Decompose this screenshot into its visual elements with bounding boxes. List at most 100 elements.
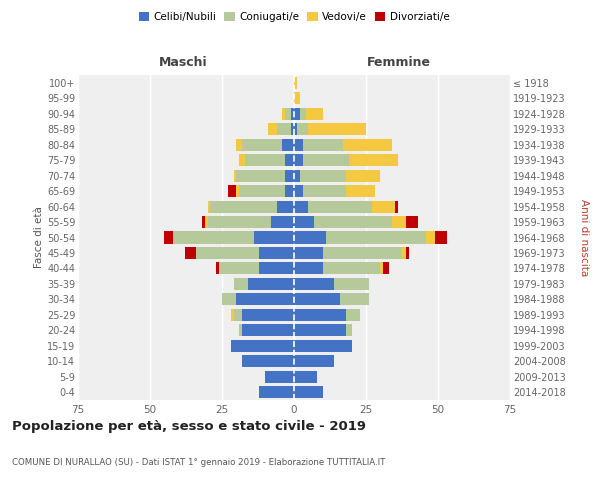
Bar [401,247,406,259]
Bar [340,294,369,306]
Bar [236,138,242,150]
Bar [233,170,236,181]
Bar [300,170,346,181]
Bar [294,123,297,135]
Bar [395,200,398,212]
Bar [239,185,286,197]
Bar [259,386,294,398]
Y-axis label: Fasce di età: Fasce di età [34,206,44,268]
Bar [242,309,294,321]
Bar [406,247,409,259]
Bar [196,247,259,259]
Bar [265,371,294,383]
Bar [294,216,314,228]
Bar [308,200,372,212]
Bar [294,154,302,166]
Bar [286,170,294,181]
Bar [314,216,392,228]
Bar [294,324,346,336]
Bar [291,108,294,120]
Bar [259,262,294,274]
Bar [294,108,300,120]
Bar [294,294,340,306]
Bar [427,232,435,243]
Bar [323,262,380,274]
Bar [277,123,291,135]
Bar [383,262,389,274]
Bar [346,170,380,181]
Bar [233,278,248,290]
Bar [305,108,323,120]
Bar [297,123,308,135]
Bar [300,108,305,120]
Bar [219,262,259,274]
Text: Maschi: Maschi [158,56,208,69]
Bar [346,324,352,336]
Bar [164,232,173,243]
Bar [294,247,323,259]
Bar [326,232,427,243]
Bar [294,340,352,352]
Y-axis label: Anni di nascita: Anni di nascita [580,199,589,276]
Bar [286,185,294,197]
Bar [283,108,286,120]
Bar [372,200,395,212]
Bar [380,262,383,274]
Bar [294,92,300,104]
Bar [346,309,360,321]
Text: Popolazione per età, sesso e stato civile - 2019: Popolazione per età, sesso e stato civil… [12,420,366,433]
Bar [323,247,401,259]
Bar [248,278,294,290]
Text: COMUNE DI NURALLAO (SU) - Dati ISTAT 1° gennaio 2019 - Elaborazione TUTTITALIA.I: COMUNE DI NURALLAO (SU) - Dati ISTAT 1° … [12,458,385,467]
Bar [294,185,302,197]
Bar [349,154,398,166]
Bar [242,324,294,336]
Bar [259,247,294,259]
Bar [254,232,294,243]
Bar [230,340,294,352]
Bar [302,185,346,197]
Bar [406,216,418,228]
Bar [302,154,349,166]
Bar [294,76,297,89]
Bar [236,294,294,306]
Bar [392,216,406,228]
Bar [294,170,300,181]
Bar [202,216,205,228]
Bar [308,123,366,135]
Bar [205,216,208,228]
Bar [343,138,392,150]
Bar [236,185,239,197]
Bar [216,262,219,274]
Bar [294,232,326,243]
Bar [294,356,334,368]
Bar [283,138,294,150]
Legend: Celibi/Nubili, Coniugati/e, Vedovi/e, Divorziati/e: Celibi/Nubili, Coniugati/e, Vedovi/e, Di… [134,8,454,26]
Bar [294,200,308,212]
Bar [291,123,294,135]
Bar [242,138,283,150]
Bar [228,185,236,197]
Bar [233,309,242,321]
Bar [286,154,294,166]
Bar [271,216,294,228]
Bar [294,309,346,321]
Bar [208,200,211,212]
Bar [173,232,254,243]
Bar [268,123,277,135]
Bar [334,278,369,290]
Bar [286,108,291,120]
Bar [211,200,277,212]
Bar [222,294,236,306]
Bar [236,170,286,181]
Bar [294,371,317,383]
Bar [346,185,374,197]
Bar [294,386,323,398]
Bar [435,232,446,243]
Bar [185,247,196,259]
Bar [208,216,271,228]
Bar [239,324,242,336]
Bar [294,262,323,274]
Bar [239,154,245,166]
Bar [242,356,294,368]
